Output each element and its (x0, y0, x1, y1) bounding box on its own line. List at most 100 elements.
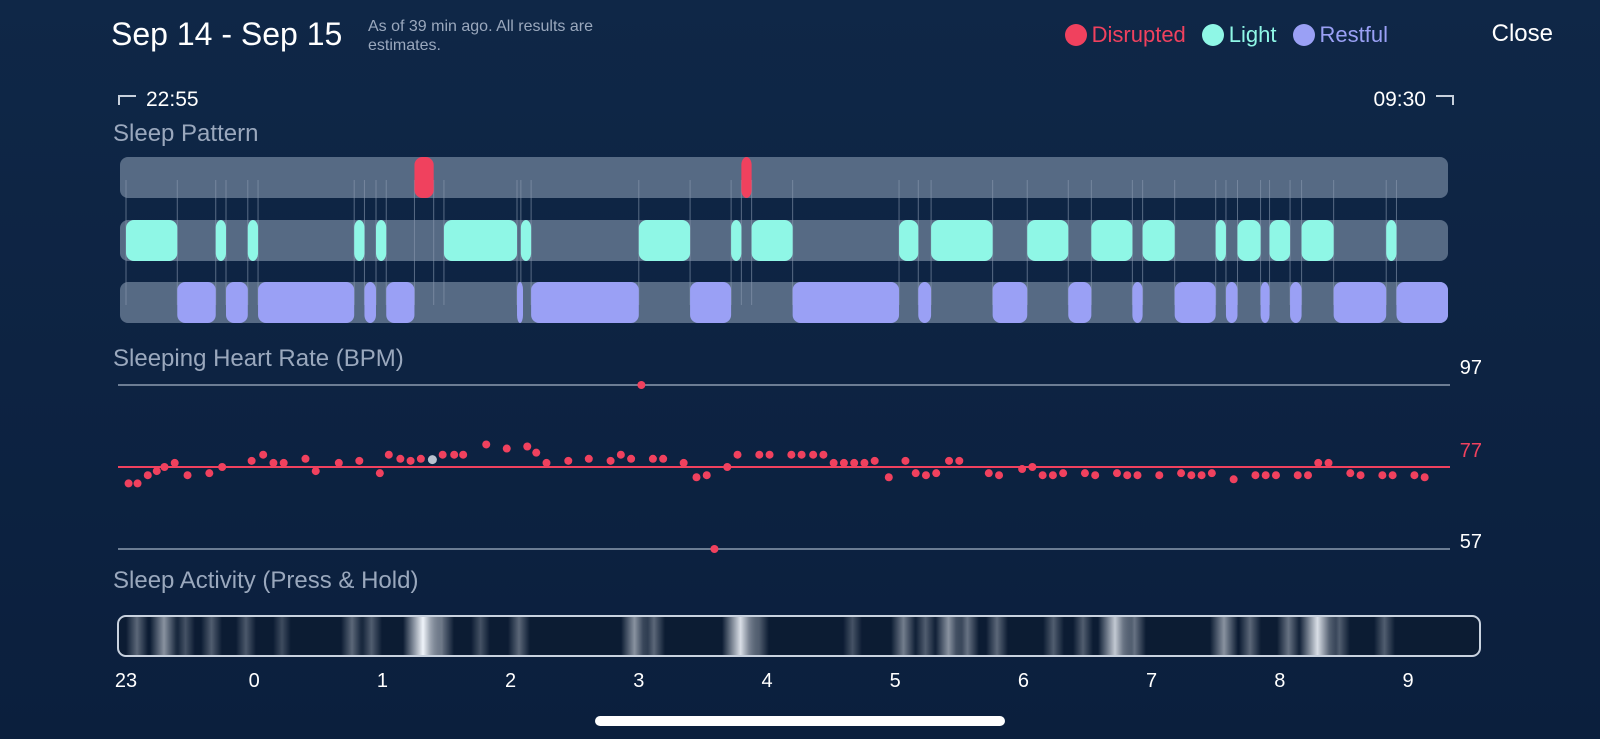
heart-rate-point (311, 467, 320, 476)
heart-rate-point (627, 454, 636, 463)
restful-segment (258, 282, 355, 323)
activity-band (620, 617, 649, 655)
heart-rate-point (637, 381, 646, 389)
home-indicator[interactable] (595, 716, 1005, 726)
heart-rate-point (1112, 469, 1121, 478)
activity-band (1238, 617, 1261, 655)
heart-rate-point (955, 456, 964, 465)
heart-rate-point (1420, 473, 1429, 482)
light-segment (931, 220, 993, 261)
legend-item-light: Light (1201, 22, 1277, 48)
heart-rate-point (133, 479, 142, 488)
restful-segment (1290, 282, 1302, 323)
activity-band (1374, 617, 1395, 655)
light-segment (215, 220, 226, 261)
heart-rate-point (523, 442, 532, 451)
light-segment (1301, 220, 1334, 261)
activity-band (642, 617, 665, 655)
heart-rate-point (160, 463, 169, 471)
heart-rate-point (1038, 471, 1047, 480)
disrupted-segment (414, 157, 434, 198)
activity-band (126, 617, 148, 655)
heart-rate-point (152, 467, 161, 476)
heart-rate-point (1293, 471, 1302, 480)
restful-segment (792, 282, 900, 323)
heart-rate-point (1177, 469, 1186, 478)
heart-rate-point (1059, 469, 1068, 478)
estimate-note: As of 39 min ago. All results are estima… (368, 18, 593, 54)
heart-rate-point (901, 456, 910, 465)
time-end: 09:30 (1373, 88, 1454, 112)
heart-rate-point (787, 450, 796, 459)
heart-rate-point (692, 473, 701, 482)
activity-band (1210, 617, 1238, 655)
activity-band (361, 617, 382, 655)
heart-rate-point (334, 458, 343, 467)
restful-segment (1396, 282, 1448, 323)
heart-rate-point (183, 471, 192, 480)
activity-band (272, 617, 291, 655)
activity-band (471, 617, 491, 655)
activity-band (915, 617, 936, 655)
heart-rate-point (355, 456, 364, 465)
heart-rate-point (1378, 471, 1387, 480)
restful-segment (1174, 282, 1216, 323)
heart-rate-point (1261, 471, 1270, 480)
legend-label-restful: Restful (1319, 22, 1388, 47)
heart-rate-point (384, 450, 393, 459)
heart-rate-point (1356, 471, 1365, 480)
activity-band (956, 617, 980, 655)
activity-band (1072, 617, 1094, 655)
sleep-activity-bar[interactable] (117, 615, 1481, 657)
heart-rate-point (259, 450, 268, 459)
heart-rate-point (279, 458, 288, 467)
restful-segment (918, 282, 932, 323)
heart-rate-point (247, 456, 256, 465)
heart-rate-point (450, 450, 459, 459)
restful-segment (690, 282, 732, 323)
legend: Disrupted Light Restful (1064, 22, 1388, 48)
heart-rate-point (679, 458, 688, 467)
activity-band (1043, 617, 1064, 655)
restful-segment (386, 282, 415, 323)
heart-rate-point (984, 469, 993, 478)
heart-rate-point (396, 454, 405, 463)
restful-segment (364, 282, 376, 323)
restful-segment (1333, 282, 1387, 323)
heart-rate-point (1091, 471, 1100, 480)
heart-rate-point (702, 471, 711, 480)
time-start: 22:55 (118, 88, 199, 112)
heart-rate-title: Sleeping Heart Rate (BPM) (113, 345, 404, 372)
x-axis-tick-label: 1 (376, 670, 388, 692)
heart-rate-point (945, 456, 954, 465)
restful-dot-icon (1292, 24, 1315, 46)
legend-label-light: Light (1228, 22, 1277, 47)
heart-rate-point (850, 458, 859, 467)
heart-rate-point (648, 454, 657, 463)
close-button[interactable]: Close (1491, 20, 1553, 47)
heart-rate-point (921, 471, 930, 480)
activity-band (402, 617, 443, 655)
restful-segment (531, 282, 639, 323)
heart-rate-point (1133, 471, 1142, 480)
light-segment (731, 220, 742, 261)
sleep-activity-title: Sleep Activity (Press & Hold) (113, 567, 419, 594)
restful-segment (1068, 282, 1092, 323)
heart-rate-avg-label: 77 (1459, 440, 1482, 462)
heart-rate-point (301, 454, 310, 463)
x-axis-tick-label: 4 (761, 670, 773, 692)
disrupted-track (120, 157, 1448, 198)
heart-rate-point (1304, 471, 1313, 480)
legend-item-restful: Restful (1292, 22, 1388, 48)
light-segment (375, 220, 387, 261)
heart-rate-point (1048, 471, 1057, 480)
light-segment (247, 220, 259, 261)
light-segment (354, 220, 365, 261)
light-segment (443, 220, 518, 261)
light-segment (520, 220, 532, 261)
heart-rate-point (1080, 469, 1089, 478)
header: Sep 14 - Sep 15 As of 39 min ago. All re… (0, 0, 1600, 80)
heart-rate-point (584, 454, 593, 463)
sleep-pattern-title: Sleep Pattern (113, 120, 259, 147)
